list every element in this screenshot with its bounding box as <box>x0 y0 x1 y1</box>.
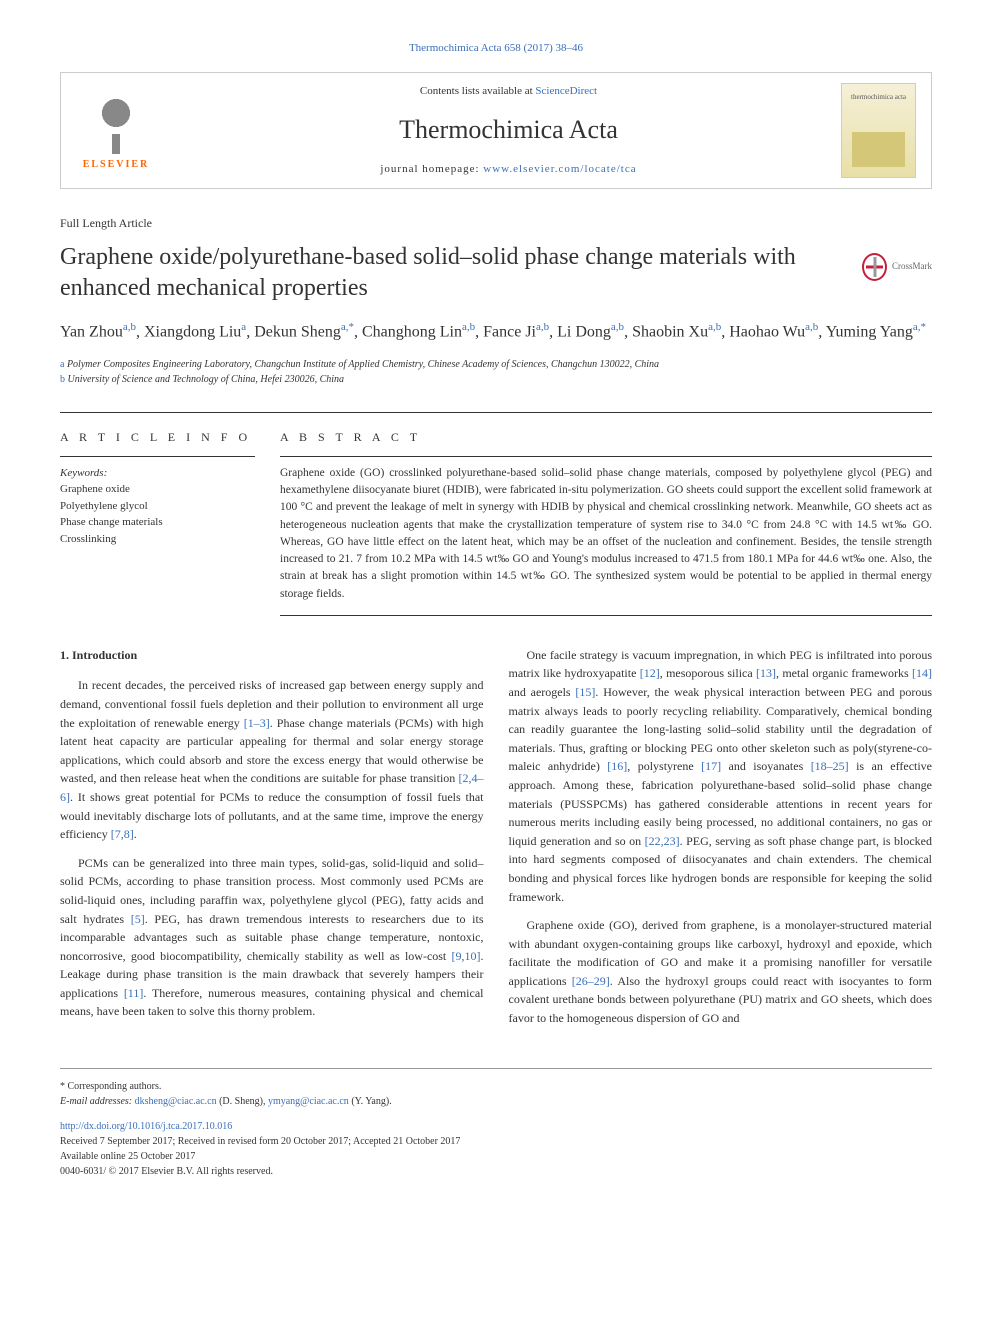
ref-9-10[interactable]: [9,10] <box>452 949 481 963</box>
ref-5[interactable]: [5] <box>131 912 145 926</box>
article-info-heading: A R T I C L E I N F O <box>60 428 255 446</box>
ref-16[interactable]: [16] <box>607 759 627 773</box>
received-line: Received 7 September 2017; Received in r… <box>60 1134 932 1149</box>
keyword-item: Crosslinking <box>60 531 255 548</box>
header-center: Contents lists available at ScienceDirec… <box>176 83 841 177</box>
article-type: Full Length Article <box>60 214 932 232</box>
authors-list: Yan Zhoua,b, Xiangdong Liua, Dekun Sheng… <box>60 319 932 345</box>
journal-header: ELSEVIER Contents lists available at Sci… <box>60 72 932 189</box>
elsevier-text: ELSEVIER <box>83 157 150 172</box>
ref-12[interactable]: [12] <box>640 666 660 680</box>
journal-name: Thermochimica Acta <box>176 110 841 149</box>
ref-18-25[interactable]: [18–25] <box>811 759 849 773</box>
intro-p2: PCMs can be generalized into three main … <box>60 854 484 1021</box>
elsevier-logo: ELSEVIER <box>76 85 156 175</box>
abstract-text: Graphene oxide (GO) crosslinked polyuret… <box>280 465 932 603</box>
ref-11[interactable]: [11] <box>124 986 144 1000</box>
crossmark-icon <box>862 253 887 281</box>
sciencedirect-link[interactable]: ScienceDirect <box>535 85 597 97</box>
intro-p4: Graphene oxide (GO), derived from graphe… <box>509 916 933 1028</box>
ref-17[interactable]: [17] <box>701 759 721 773</box>
available-line: Available online 25 October 2017 <box>60 1149 932 1164</box>
keyword-item: Phase change materials <box>60 514 255 531</box>
elsevier-tree-icon <box>86 89 146 149</box>
crossmark-label: CrossMark <box>892 260 932 274</box>
affiliation-a: a Polymer Composites Engineering Laborat… <box>60 357 932 372</box>
article-title: Graphene oxide/polyurethane-based solid–… <box>60 242 842 304</box>
top-citation: Thermochimica Acta 658 (2017) 38–46 <box>60 40 932 57</box>
ref-13[interactable]: [13] <box>756 666 776 680</box>
abstract-divider <box>280 456 932 457</box>
body-columns: 1. Introduction In recent decades, the p… <box>60 646 932 1038</box>
crossmark-badge[interactable]: CrossMark <box>862 247 932 287</box>
journal-cover-thumb: thermochimica acta <box>841 83 916 178</box>
contents-prefix: Contents lists available at <box>420 85 535 97</box>
keyword-item: Polyethylene glycol <box>60 498 255 515</box>
intro-heading: 1. Introduction <box>60 646 484 665</box>
email-line: E-mail addresses: dksheng@ciac.ac.cn (D.… <box>60 1094 932 1109</box>
ref-7-8[interactable]: [7,8] <box>111 827 134 841</box>
affiliation-b: b University of Science and Technology o… <box>60 372 932 387</box>
intro-p3: One facile strategy is vacuum impregnati… <box>509 646 933 906</box>
contents-line: Contents lists available at ScienceDirec… <box>176 83 841 100</box>
homepage-prefix: journal homepage: <box>380 163 483 175</box>
corresponding-note: * Corresponding authors. <box>60 1079 932 1094</box>
article-info-block: A R T I C L E I N F O Keywords: Graphene… <box>60 428 280 616</box>
email-2[interactable]: ymyang@ciac.ac.cn <box>268 1096 349 1107</box>
column-1: 1. Introduction In recent decades, the p… <box>60 646 484 1038</box>
keywords-list: Graphene oxidePolyethylene glycolPhase c… <box>60 481 255 547</box>
ref-22-23[interactable]: [22,23] <box>645 834 680 848</box>
affiliations: a Polymer Composites Engineering Laborat… <box>60 357 932 387</box>
cover-title-text: thermochimica acta <box>842 84 915 103</box>
abstract-block: A B S T R A C T Graphene oxide (GO) cros… <box>280 428 932 616</box>
ref-15[interactable]: [15] <box>575 685 595 699</box>
doi-link[interactable]: http://dx.doi.org/10.1016/j.tca.2017.10.… <box>60 1121 232 1132</box>
footer: * Corresponding authors. E-mail addresse… <box>60 1068 932 1179</box>
ref-26-29[interactable]: [26–29] <box>572 974 610 988</box>
top-citation-link[interactable]: Thermochimica Acta 658 (2017) 38–46 <box>409 42 583 54</box>
email-1[interactable]: dksheng@ciac.ac.cn <box>135 1096 217 1107</box>
abstract-heading: A B S T R A C T <box>280 428 932 446</box>
copyright-line: 0040-6031/ © 2017 Elsevier B.V. All righ… <box>60 1164 932 1179</box>
homepage-line: journal homepage: www.elsevier.com/locat… <box>176 161 841 178</box>
ref-1-3[interactable]: [1–3] <box>244 716 270 730</box>
keywords-label: Keywords: <box>60 465 255 482</box>
keyword-item: Graphene oxide <box>60 481 255 498</box>
homepage-link[interactable]: www.elsevier.com/locate/tca <box>483 163 636 175</box>
abstract-bottom-divider <box>280 615 932 616</box>
column-2: One facile strategy is vacuum impregnati… <box>509 646 933 1038</box>
info-divider <box>60 456 255 457</box>
intro-p1: In recent decades, the perceived risks o… <box>60 676 484 843</box>
ref-14[interactable]: [14] <box>912 666 932 680</box>
